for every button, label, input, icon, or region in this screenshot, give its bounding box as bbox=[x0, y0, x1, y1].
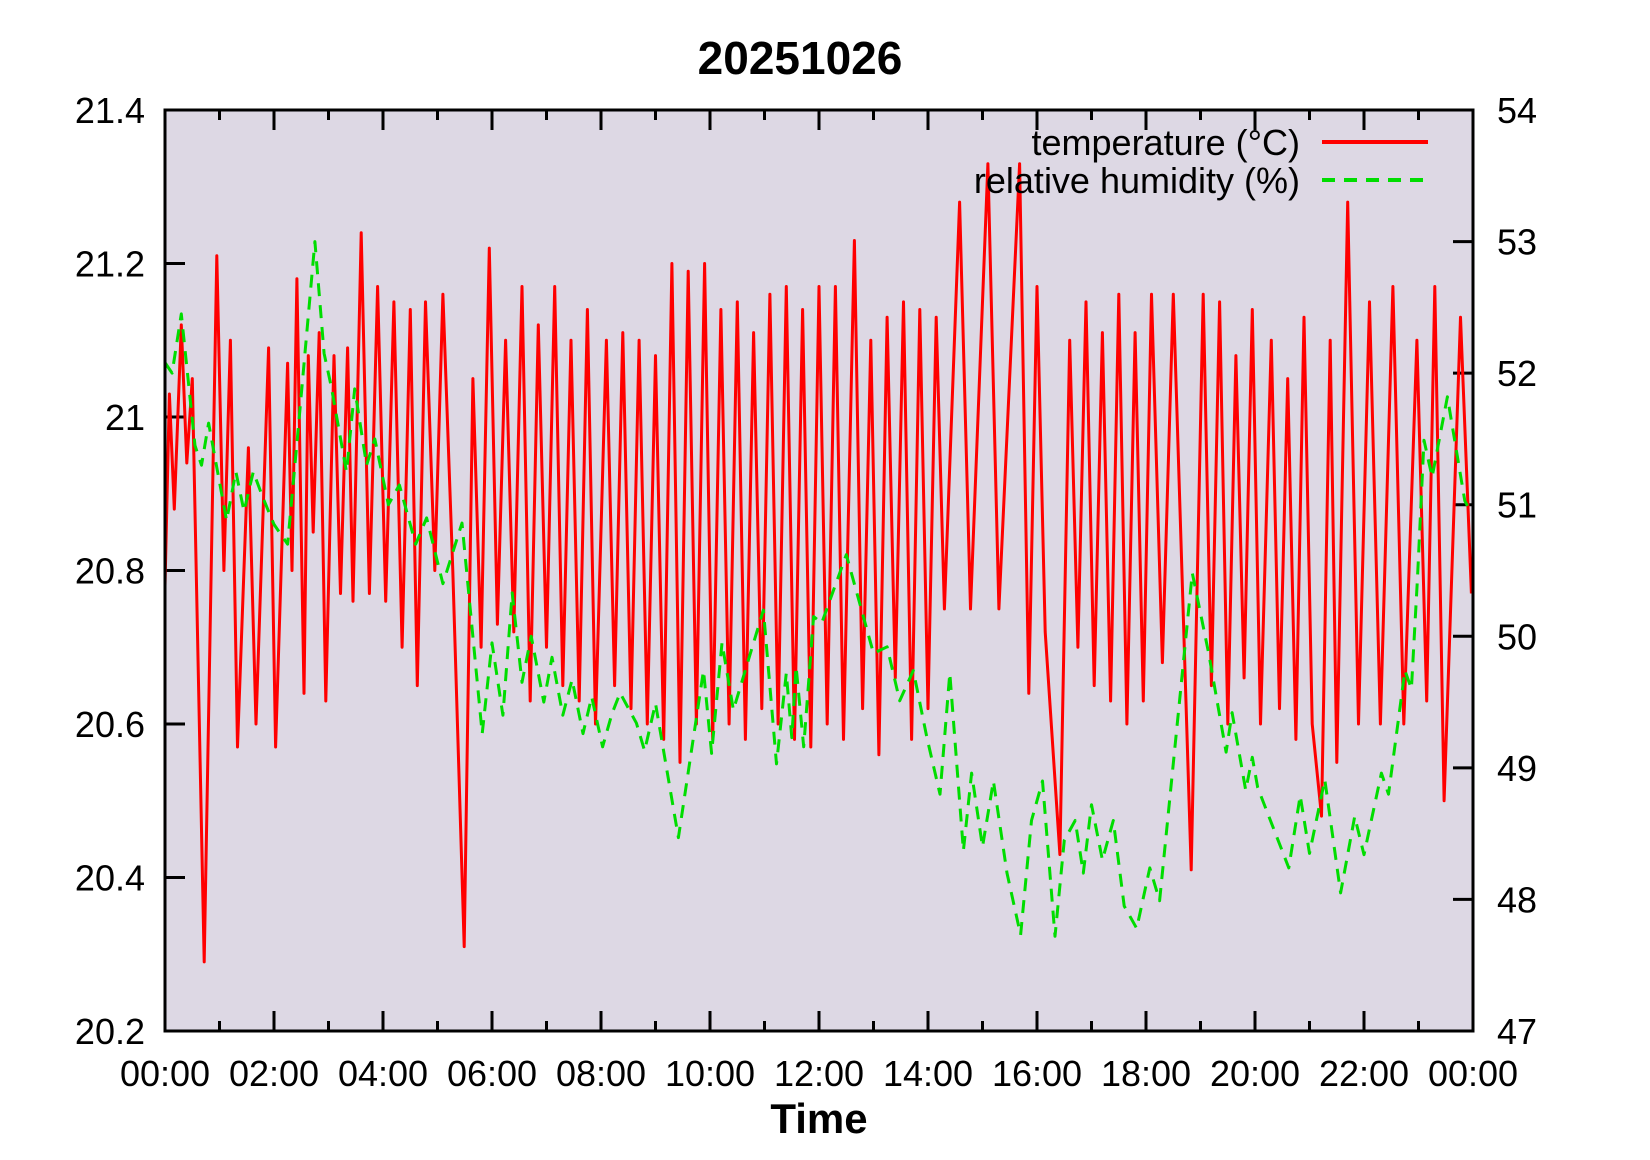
x-tick-label: 10:00 bbox=[665, 1053, 755, 1094]
y-left-tick-label: 20.8 bbox=[75, 551, 145, 592]
x-tick-label: 20:00 bbox=[1210, 1053, 1300, 1094]
axis-tick-labels: 00:00 02:00 04:00 06:00 08:00 10:00 12:00 14:00… bbox=[75, 90, 1537, 1094]
x-tick-label: 00:00 bbox=[120, 1053, 210, 1094]
x-tick-label: 00:00 bbox=[1428, 1053, 1518, 1094]
y-left-tick-label: 21.2 bbox=[75, 244, 145, 285]
chart-title: 20251026 bbox=[698, 32, 903, 84]
y-left-tick-label: 20.2 bbox=[75, 1011, 145, 1052]
y-left-tick-label: 21 bbox=[105, 397, 145, 438]
x-tick-label: 08:00 bbox=[556, 1053, 646, 1094]
x-tick-label: 22:00 bbox=[1319, 1053, 1409, 1094]
y-right-tick-label: 49 bbox=[1497, 748, 1537, 789]
x-tick-label: 04:00 bbox=[338, 1053, 428, 1094]
series-line-humidity bbox=[163, 240, 1472, 938]
y-right-tick-label: 53 bbox=[1497, 222, 1537, 263]
x-tick-label: 18:00 bbox=[1101, 1053, 1191, 1094]
x-tick-label: 06:00 bbox=[447, 1053, 537, 1094]
legend-label-humidity: relative humidity (%) bbox=[974, 160, 1300, 201]
y-left-tick-label: 20.4 bbox=[75, 858, 145, 899]
legend: temperature (°C) relative humidity (%) bbox=[974, 122, 1428, 201]
data-series bbox=[163, 162, 1473, 964]
x-tick-label: 14:00 bbox=[883, 1053, 973, 1094]
y-left-tick-label: 20.6 bbox=[75, 704, 145, 745]
y-right-tick-label: 51 bbox=[1497, 485, 1537, 526]
y-right-tick-label: 47 bbox=[1497, 1011, 1537, 1052]
legend-label-temperature: temperature (°C) bbox=[1032, 122, 1300, 163]
y-right-tick-label: 54 bbox=[1497, 90, 1537, 131]
x-tick-label: 02:00 bbox=[229, 1053, 319, 1094]
y-left-tick-label: 21.4 bbox=[75, 90, 145, 131]
plot-border bbox=[163, 108, 1475, 1033]
y-right-tick-label: 52 bbox=[1497, 353, 1537, 394]
x-tick-label: 12:00 bbox=[774, 1053, 864, 1094]
plot-background bbox=[165, 110, 1473, 1031]
y-right-tick-label: 50 bbox=[1497, 616, 1537, 657]
y-right-tick-label: 48 bbox=[1497, 879, 1537, 920]
series-line-temperature bbox=[163, 162, 1473, 964]
x-axis-title: Time bbox=[770, 1095, 867, 1142]
x-tick-label: 16:00 bbox=[992, 1053, 1082, 1094]
